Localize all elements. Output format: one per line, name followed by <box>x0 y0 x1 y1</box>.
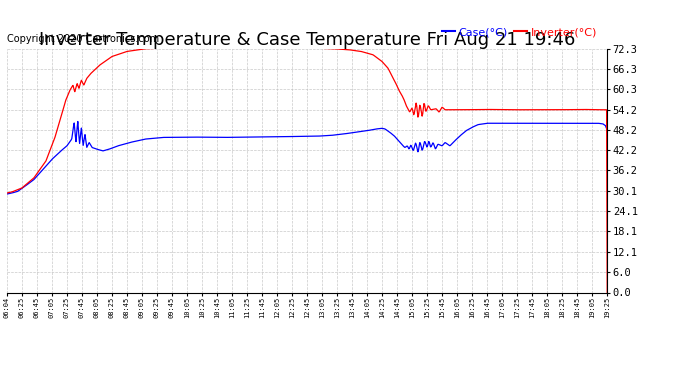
Title: Inverter Temperature & Case Temperature Fri Aug 21 19:46: Inverter Temperature & Case Temperature … <box>39 31 575 49</box>
Legend: Case(°C), Inverter(°C): Case(°C), Inverter(°C) <box>437 22 602 42</box>
Text: Copyright 2020 Cartronics.com: Copyright 2020 Cartronics.com <box>7 34 159 44</box>
